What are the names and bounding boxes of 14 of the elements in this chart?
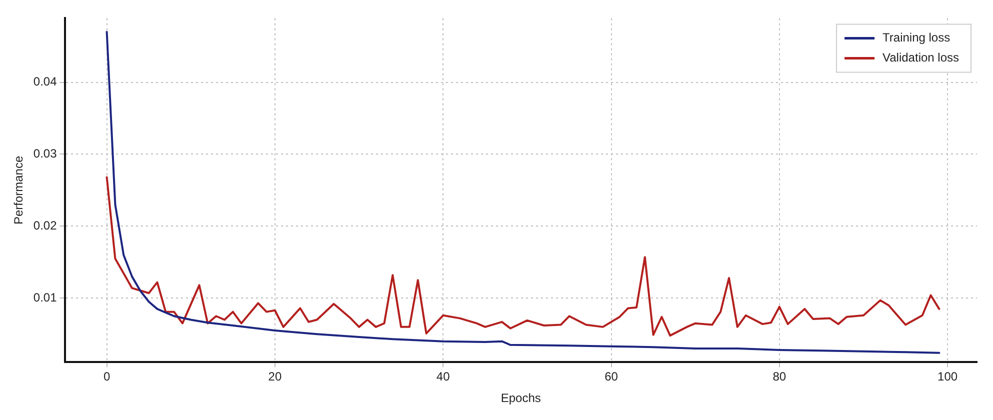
x-tick-label: 40: [436, 370, 450, 384]
y-axis-title: Performance: [12, 156, 26, 225]
x-tick-label: 80: [772, 370, 786, 384]
x-axis-title: Epochs: [500, 391, 541, 406]
y-tick-label: 0.04: [33, 74, 58, 89]
y-tick-label: 0.03: [33, 146, 58, 161]
x-tick-label: 0: [103, 370, 110, 384]
y-tick-label: 0.01: [33, 290, 58, 304]
legend-label: Training loss: [882, 30, 950, 45]
x-tick-label: 60: [604, 370, 618, 384]
x-tick-label: 20: [268, 370, 282, 384]
x-tick-label: 100: [938, 370, 958, 384]
y-tick-label: 0.02: [33, 218, 58, 232]
legend-label: Validation loss: [882, 50, 960, 65]
